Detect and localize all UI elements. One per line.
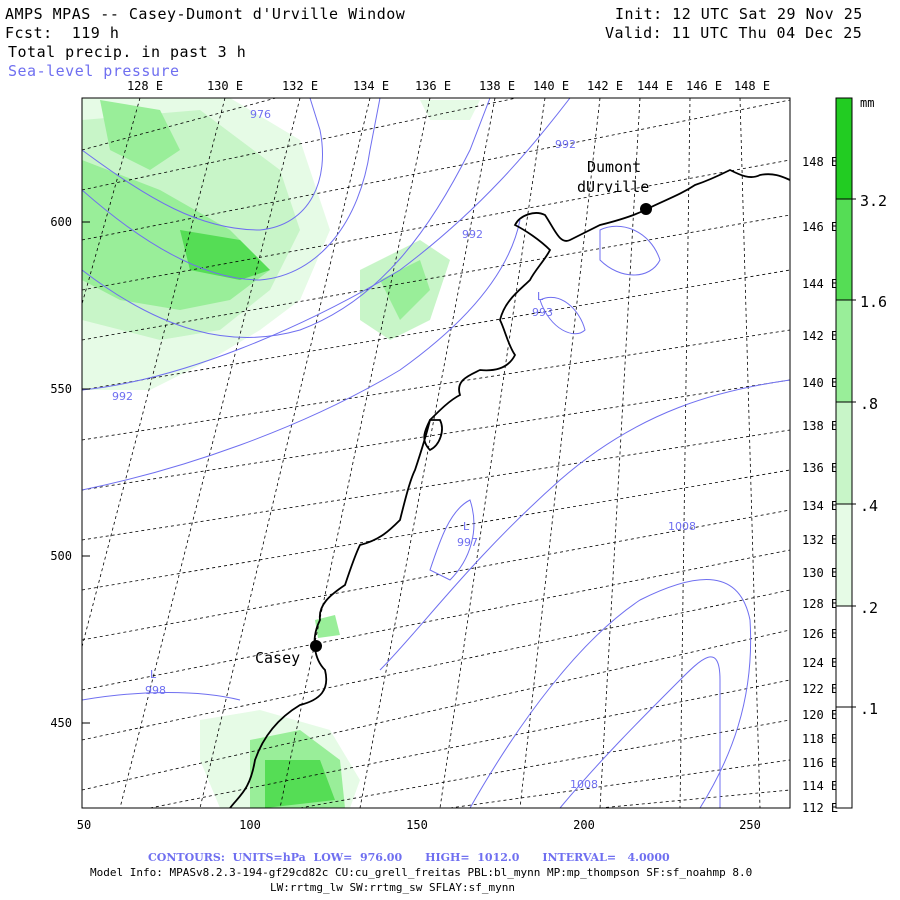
colorbar-level: .1 — [860, 700, 878, 718]
colorbar-level: .8 — [860, 395, 878, 413]
low-marker: L — [537, 290, 544, 303]
x-tick-label: 50 — [77, 818, 91, 832]
lon-label: 122 E — [802, 682, 838, 696]
top-longitude-labels: 128 E 130 E 132 E 134 E 136 E 138 E 140 … — [127, 79, 770, 93]
lon-label: 140 E — [533, 79, 569, 93]
precip-shading — [82, 98, 480, 808]
isobar-label: 993 — [532, 306, 553, 319]
lon-label: 146 E — [802, 220, 838, 234]
isobars — [82, 98, 790, 808]
lon-label: 124 E — [802, 656, 838, 670]
lon-label: 120 E — [802, 708, 838, 722]
lon-label: 134 E — [802, 499, 838, 513]
station-label-durville: dUrville — [577, 178, 649, 196]
overlay-name: Sea-level pressure — [8, 62, 180, 80]
lon-label: 138 E — [479, 79, 515, 93]
isobar-label: 1008 — [668, 520, 696, 533]
lon-label: 132 E — [802, 533, 838, 547]
lon-label: 142 E — [802, 329, 838, 343]
lon-label: 126 E — [802, 627, 838, 641]
lon-label: 132 E — [282, 79, 318, 93]
lon-label: 128 E — [127, 79, 163, 93]
init-time: Init: 12 UTC Sat 29 Nov 25 — [615, 5, 863, 23]
lon-label: 136 E — [415, 79, 451, 93]
colorbar-unit: mm — [860, 96, 874, 110]
isobar-label: 997 — [457, 536, 478, 549]
low-marker: L — [150, 668, 157, 681]
left-ticks — [82, 221, 90, 724]
x-tick-label: 150 — [406, 818, 428, 832]
model-info-physics: LW:rrtmg_lw SW:rrtmg_sw SFLAY:sf_mynn — [270, 881, 516, 894]
lon-label: 148 E — [734, 79, 770, 93]
lon-label: 114 E — [802, 779, 838, 793]
y-tick-label: 450 — [50, 716, 72, 730]
low-marker: L — [463, 520, 470, 533]
station-label-casey: Casey — [255, 649, 300, 667]
casey-marker — [310, 640, 322, 652]
lon-label: 142 E — [587, 79, 623, 93]
lon-label: 144 E — [802, 277, 838, 291]
contour-info: CONTOURS: UNITS=hPa LOW= 976.00 HIGH= 10… — [148, 851, 670, 864]
map-frame — [81, 97, 791, 809]
valid-time: Valid: 11 UTC Thu 04 Dec 25 — [605, 24, 863, 42]
lon-label: 148 E — [802, 155, 838, 169]
y-tick-label: 600 — [50, 215, 72, 229]
colorbar — [835, 97, 856, 809]
lon-label: 116 E — [802, 756, 838, 770]
colorbar-level: .4 — [860, 497, 878, 515]
lon-label: 112 E — [802, 801, 838, 815]
lon-label: 128 E — [802, 597, 838, 611]
lon-label: 138 E — [802, 419, 838, 433]
dumont-durville-marker — [640, 203, 652, 215]
forecast-hour: Fcst: 119 h — [5, 24, 120, 42]
bottom-axis-labels: 50 100 150 200 250 — [77, 818, 761, 832]
y-tick-label: 500 — [50, 549, 72, 563]
graticule — [82, 98, 790, 808]
lon-label: 144 E — [637, 79, 673, 93]
colorbar-level: 1.6 — [860, 293, 887, 311]
x-tick-label: 200 — [573, 818, 595, 832]
lon-label: 140 E — [802, 376, 838, 390]
colorbar-labels: mm 3.2 1.6 .8 .4 .2 .1 — [860, 96, 887, 718]
isobar-label: 1008 — [570, 778, 598, 791]
right-longitude-labels: 148 E 146 E 144 E 142 E 140 E 138 E 136 … — [802, 155, 838, 815]
model-info: Model Info: MPASv8.2.3-194-gf29cd82c CU:… — [90, 866, 753, 879]
lon-label: 146 E — [686, 79, 722, 93]
lon-label: 130 E — [802, 566, 838, 580]
x-tick-label: 250 — [739, 818, 761, 832]
isobar-label: 992 — [555, 138, 576, 151]
station-label-dumont: Dumont — [587, 158, 641, 176]
lon-label: 118 E — [802, 732, 838, 746]
left-axis-labels: 600 550 500 450 — [50, 215, 72, 730]
lon-label: 136 E — [802, 461, 838, 475]
map-title: AMPS MPAS -- Casey-Dumont d'Urville Wind… — [5, 5, 406, 23]
field-name: Total precip. in past 3 h — [8, 43, 247, 61]
x-tick-label: 100 — [239, 818, 261, 832]
isobar-label: 976 — [250, 108, 271, 121]
isobar-label: 992 — [112, 390, 133, 403]
colorbar-level: .2 — [860, 599, 878, 617]
isobar-labels: 976 992 992 992 993 997 998 1008 1008 L … — [112, 108, 696, 791]
colorbar-level: 3.2 — [860, 192, 887, 210]
lon-label: 130 E — [207, 79, 243, 93]
isobar-label: 992 — [462, 228, 483, 241]
y-tick-label: 550 — [50, 382, 72, 396]
isobar-label: 998 — [145, 684, 166, 697]
lon-label: 134 E — [353, 79, 389, 93]
